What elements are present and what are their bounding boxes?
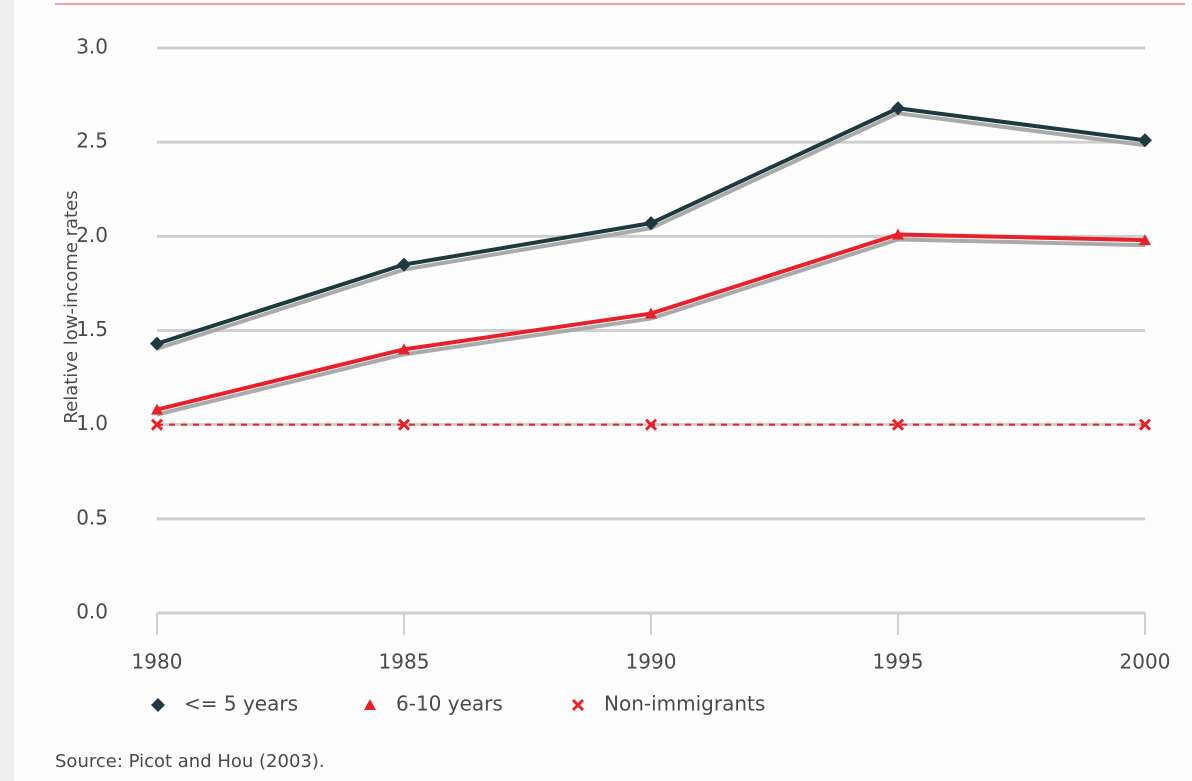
legend-marker [364,699,376,710]
point-marker [397,418,411,431]
x-tick-label: 1990 [626,650,677,674]
point-marker [644,418,658,431]
point-marker [645,307,657,319]
point-marker [150,336,164,351]
y-tick-label: 1.0 [76,411,108,435]
legend-marker [571,698,585,712]
x-tick-label: 1980 [132,650,183,674]
y-axis-label: Relative low-income rates [61,190,82,423]
point-marker [892,228,904,240]
legend-label: <= 5 years [184,692,298,716]
point-marker [1139,234,1151,246]
source: Source: Picot and Hou (2003). [55,751,325,772]
legend-label: 6-10 years [396,692,503,716]
point-marker [891,101,905,116]
y-tick-label: 2.0 [76,223,108,247]
point-marker [644,216,658,231]
y-tick-label: 1.5 [76,317,108,341]
point-marker [398,343,410,355]
x-tick-label: 2000 [1120,650,1171,674]
x-tick-label: 1985 [379,650,430,674]
point-marker [151,403,163,415]
y-tick-label: 3.0 [76,35,108,59]
point-marker [1138,133,1152,148]
x-tick-label: 1995 [873,650,924,674]
point-marker [397,257,411,272]
point-marker [891,418,905,431]
side-strip [0,0,14,781]
y-tick-label: 0.5 [76,505,108,529]
y-tick-label: 2.5 [76,129,108,153]
point-marker [150,418,164,431]
y-tick-label: 0.0 [76,600,108,624]
legend-marker [151,698,165,712]
point-marker [1138,418,1152,431]
legend-label: Non-immigrants [604,692,765,716]
